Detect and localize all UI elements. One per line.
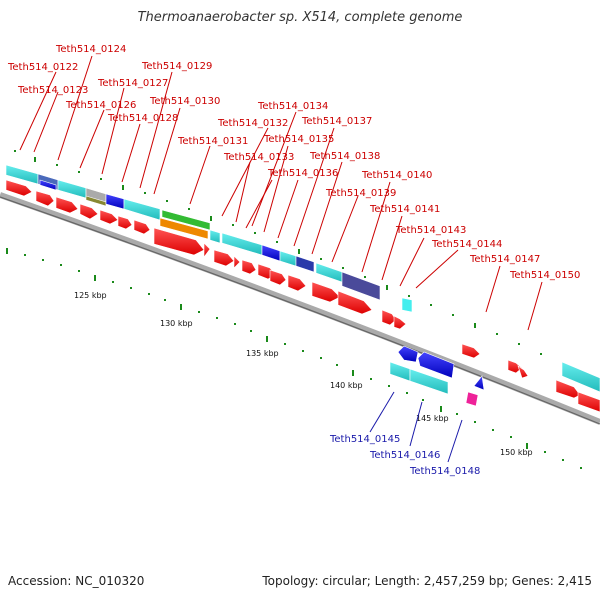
scale-label: 145 kbp bbox=[416, 414, 449, 423]
gene-feature bbox=[85, 195, 107, 207]
gene-arrow-reverse bbox=[473, 375, 485, 391]
gene-label[interactable]: Teth514_0129 bbox=[141, 61, 212, 72]
gene-feature bbox=[159, 217, 209, 240]
scale-label: 130 kbp bbox=[160, 319, 193, 328]
gene-label[interactable]: Teth514_0136 bbox=[267, 168, 338, 179]
gene-feature bbox=[401, 297, 413, 313]
gene-label[interactable]: Teth514_0132 bbox=[217, 118, 288, 129]
gene-label[interactable]: Teth514_0141 bbox=[369, 204, 440, 215]
gene-arrow bbox=[311, 281, 341, 303]
gene-arrow bbox=[555, 379, 581, 399]
gene-label[interactable]: Teth514_0137 bbox=[301, 116, 372, 127]
gene-arrow bbox=[79, 203, 99, 220]
gene-arrow bbox=[269, 269, 287, 286]
scale-labels: 125 kbp 130 kbp 135 kbp 140 kbp 145 kbp … bbox=[74, 291, 533, 457]
gene-label[interactable]: Teth514_0150 bbox=[509, 270, 580, 281]
gene-label[interactable]: Teth514_0130 bbox=[149, 96, 220, 107]
gene-feature bbox=[279, 250, 297, 267]
gene-label[interactable]: Teth514_0126 bbox=[65, 100, 136, 111]
gene-feature bbox=[341, 271, 381, 301]
scale-label: 125 kbp bbox=[74, 291, 107, 300]
gene-label[interactable]: Teth514_0131 bbox=[177, 136, 248, 147]
gene-feature bbox=[389, 361, 411, 382]
gene-feature bbox=[261, 244, 281, 262]
reverse-gene-labels bbox=[369, 391, 463, 463]
scale-tick-track bbox=[6, 248, 582, 469]
gene-arrow bbox=[393, 315, 407, 330]
gene-arrow-reverse bbox=[417, 351, 455, 379]
gene-label[interactable]: Teth514_0143 bbox=[395, 225, 466, 236]
cds-track-forward bbox=[5, 179, 600, 413]
topology-label: Topology: circular; Length: 2,457,259 bp… bbox=[262, 574, 592, 588]
gene-label[interactable]: Teth514_0123 bbox=[17, 85, 88, 96]
gene-feature bbox=[221, 232, 263, 256]
gene-feature bbox=[209, 229, 221, 244]
gene-arrow bbox=[233, 255, 241, 269]
gene-feature bbox=[409, 368, 449, 395]
gene-arrow bbox=[577, 391, 600, 413]
gene-label[interactable]: Teth514_0133 bbox=[223, 152, 294, 163]
accession-label: Accession: NC_010320 bbox=[8, 574, 145, 588]
gene-feature bbox=[57, 179, 87, 199]
gene-arrow bbox=[35, 190, 55, 207]
gene-arrow bbox=[133, 219, 151, 235]
gene-arrow bbox=[241, 259, 257, 275]
gene-feature bbox=[123, 198, 161, 221]
gene-arrow bbox=[507, 359, 523, 374]
forward-gene-label-text: Teth514_0122 Teth514_0123 Teth514_0124 T… bbox=[7, 44, 580, 281]
gene-arrow bbox=[55, 196, 79, 214]
gene-arrow bbox=[99, 209, 119, 225]
cog-track-forward bbox=[5, 164, 600, 393]
gene-feature bbox=[465, 391, 479, 407]
gene-arrow bbox=[153, 227, 205, 256]
gene-feature bbox=[561, 361, 600, 393]
gene-label[interactable]: Teth514_0147 bbox=[469, 254, 540, 265]
gene-label[interactable]: Teth514_0135 bbox=[263, 134, 334, 145]
gene-label[interactable]: Teth514_0139 bbox=[325, 188, 396, 199]
gene-arrow bbox=[337, 290, 373, 315]
gene-arrow bbox=[381, 309, 397, 326]
forward-gene-labels bbox=[19, 55, 543, 331]
gene-feature bbox=[105, 193, 125, 210]
gene-arrow bbox=[117, 215, 133, 230]
gene-arrow bbox=[5, 179, 33, 197]
gene-label[interactable]: Teth514_0128 bbox=[107, 113, 178, 124]
scale-label: 150 kbp bbox=[500, 448, 533, 457]
gene-label[interactable]: Teth514_0127 bbox=[97, 78, 168, 89]
gene-arrow bbox=[213, 249, 235, 267]
gene-label[interactable]: Teth514_0122 bbox=[7, 62, 78, 73]
gene-label[interactable]: Teth514_0148 bbox=[409, 466, 480, 477]
reverse-gene-label-text: Teth514_0145 Teth514_0146 Teth514_0148 bbox=[329, 434, 480, 477]
gene-label[interactable]: Teth514_0145 bbox=[329, 434, 400, 445]
gene-feature bbox=[295, 255, 315, 273]
gene-label[interactable]: Teth514_0146 bbox=[369, 450, 440, 461]
reverse-strand-features bbox=[389, 345, 485, 407]
gene-arrow bbox=[461, 343, 481, 359]
gene-label[interactable]: Teth514_0144 bbox=[431, 239, 502, 250]
gene-arrow bbox=[287, 274, 307, 292]
gene-arrow bbox=[517, 365, 529, 379]
gene-feature bbox=[39, 179, 57, 191]
gene-label[interactable]: Teth514_0124 bbox=[55, 44, 126, 55]
gene-label[interactable]: Teth514_0138 bbox=[309, 151, 380, 162]
gene-label[interactable]: Teth514_0140 bbox=[361, 170, 432, 181]
gene-feature bbox=[315, 262, 343, 283]
scale-label: 135 kbp bbox=[246, 349, 279, 358]
genome-backbone bbox=[0, 192, 600, 425]
scale-label: 140 kbp bbox=[330, 381, 363, 390]
gene-label[interactable]: Teth514_0134 bbox=[257, 101, 328, 112]
map-title: Thermoanaerobacter sp. X514, complete ge… bbox=[137, 10, 463, 25]
gene-arrow-reverse bbox=[397, 345, 419, 363]
gene-arrow bbox=[203, 242, 211, 258]
